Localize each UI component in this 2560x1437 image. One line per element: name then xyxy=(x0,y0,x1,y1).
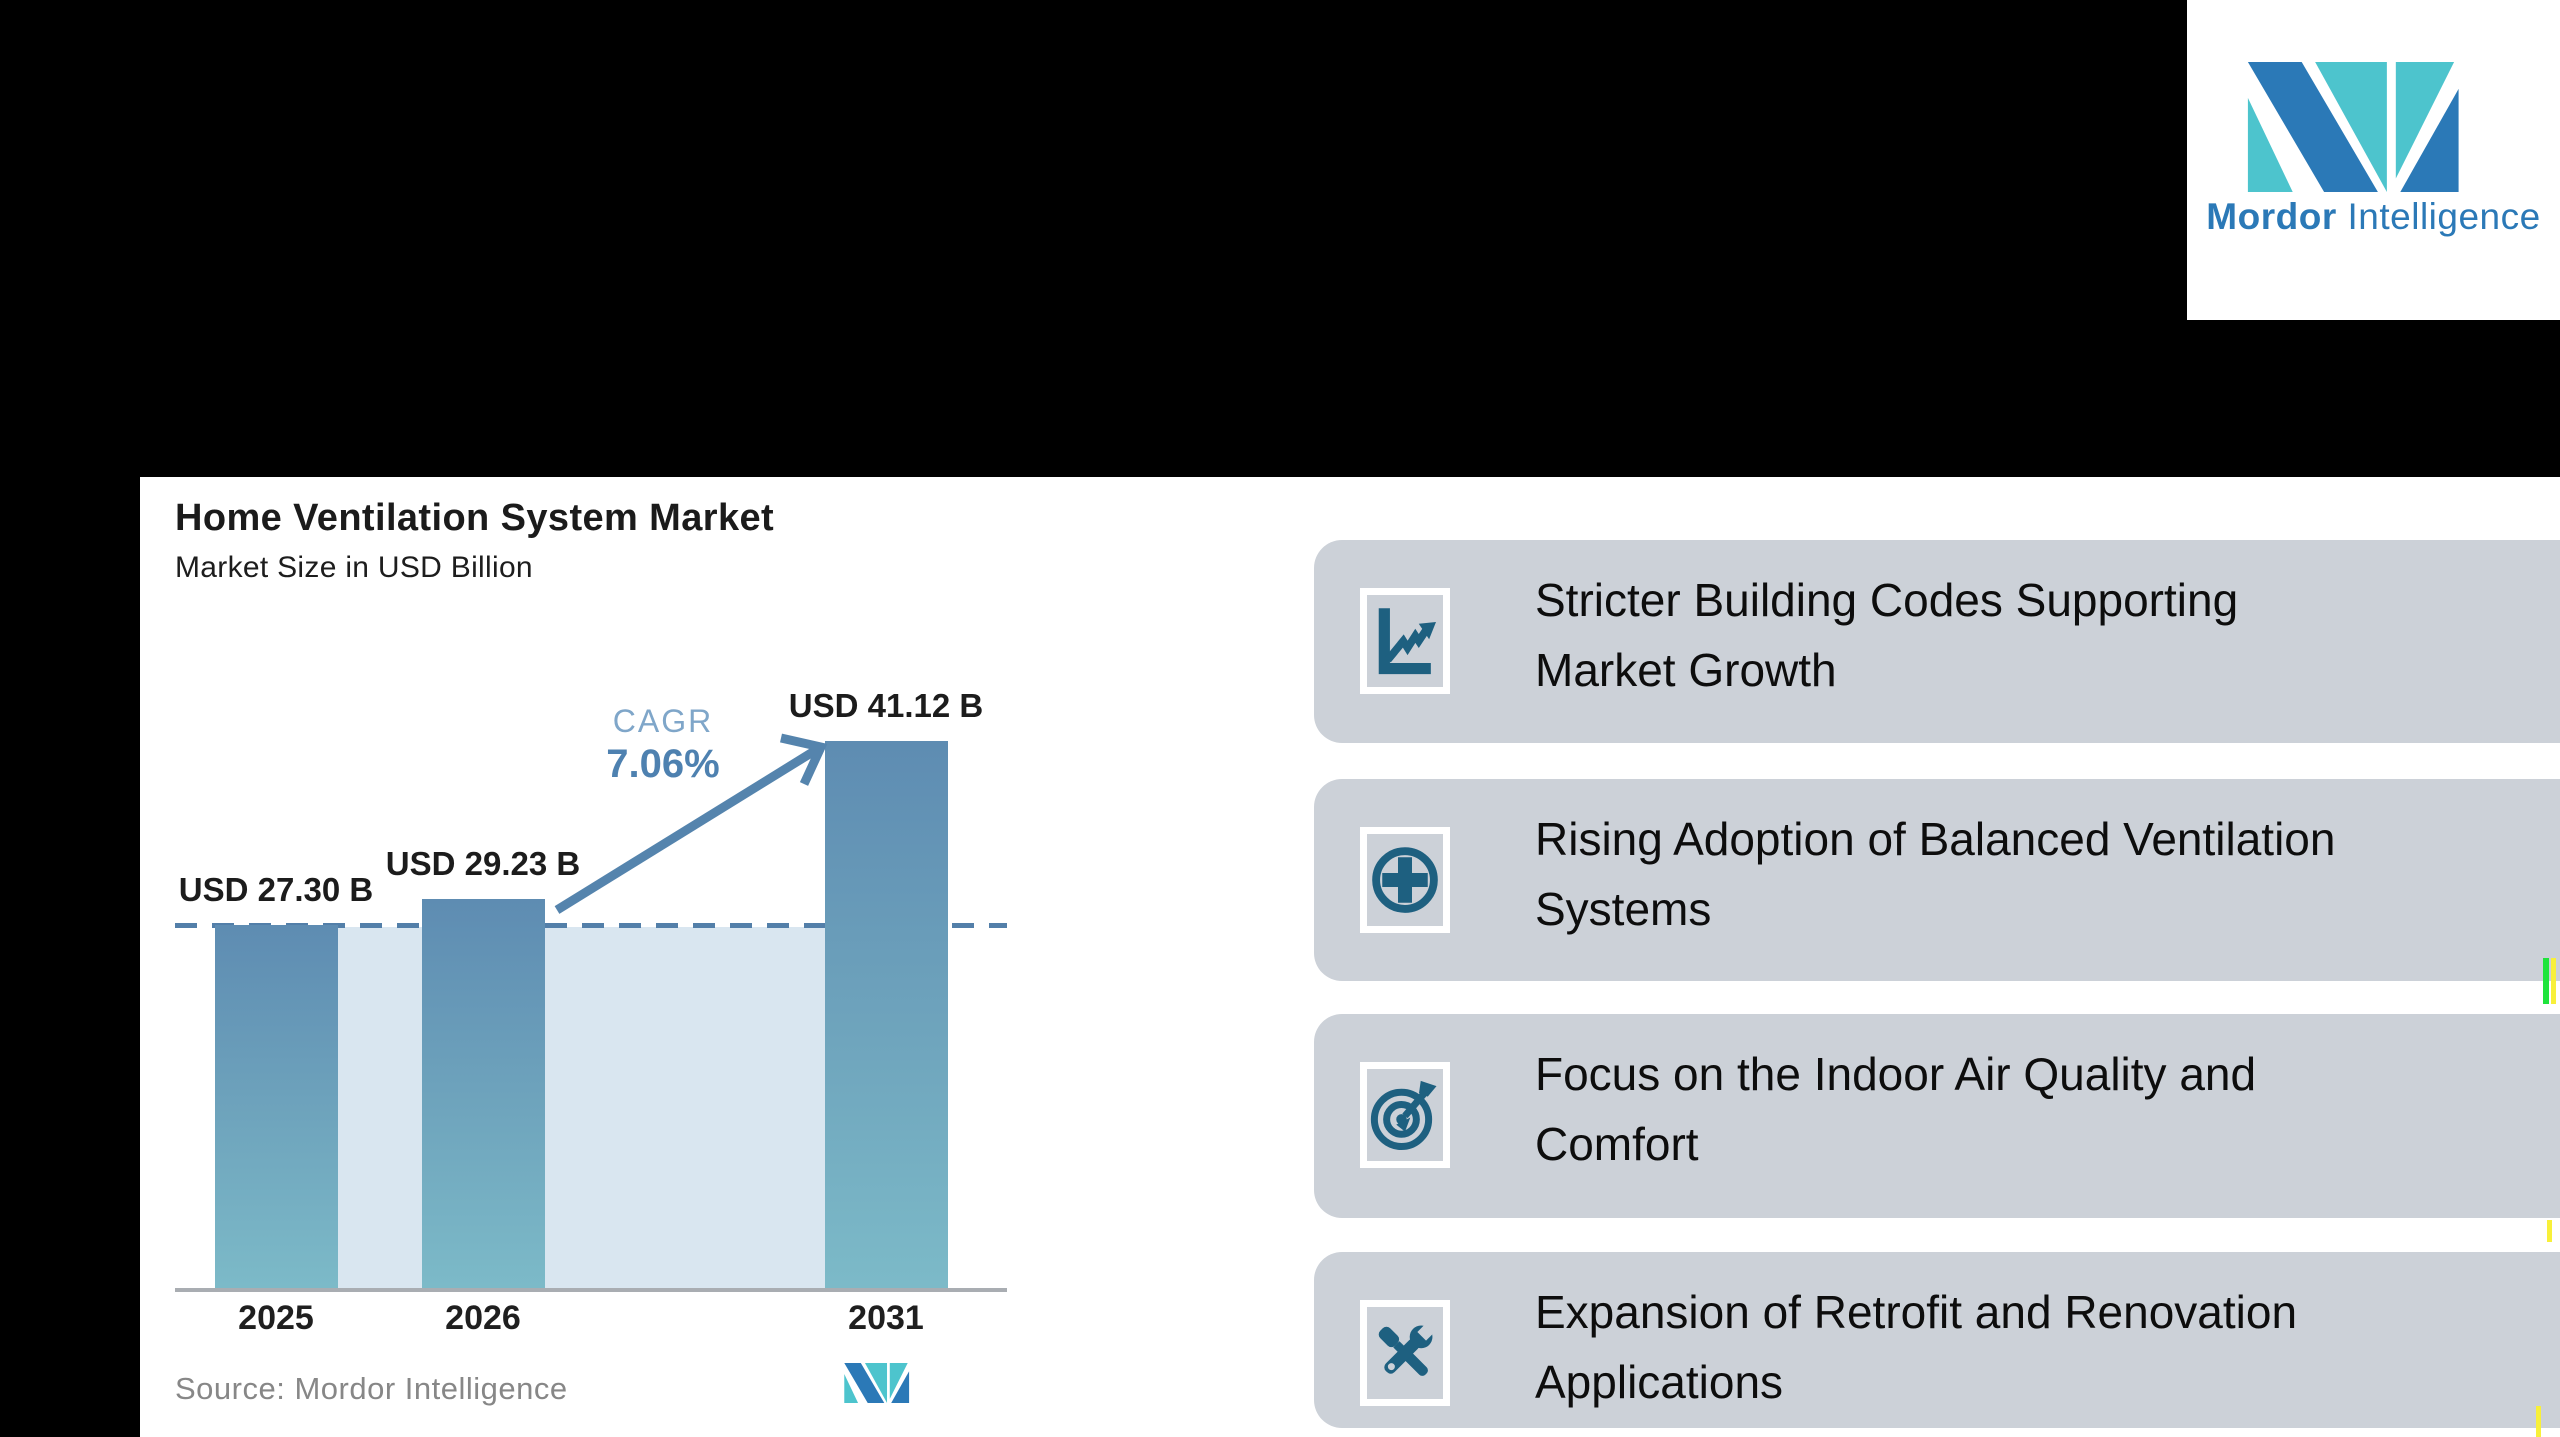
tools-icon xyxy=(1360,1300,1450,1406)
screen-artifact xyxy=(2547,1220,2552,1242)
screen-artifact xyxy=(2536,1406,2541,1437)
x-axis-line xyxy=(175,1288,1007,1292)
cagr-value: 7.06% xyxy=(606,742,720,786)
brand-logo-box: Mordor Intelligence xyxy=(2187,0,2560,320)
source-logo-icon xyxy=(844,1363,910,1403)
driver-card-air-quality: Focus on the Indoor Air Quality and Comf… xyxy=(1314,1014,2560,1218)
driver-card-balanced-ventilation: Rising Adoption of Balanced Ventilation … xyxy=(1314,779,2560,981)
screen-artifact xyxy=(2543,958,2549,1004)
cagr-annotation: CAGR 7.06% xyxy=(606,703,719,787)
target-arrow-icon xyxy=(1360,1062,1450,1168)
bar-chart-plot: USD 27.30 B 2025 USD 29.23 B 2026 USD 41.12 … xyxy=(140,477,1029,1437)
driver-card-text: Expansion of Retrofit and Renovation App… xyxy=(1535,1286,2298,1408)
bar-2025 xyxy=(214,924,338,1288)
cagr-label: CAGR xyxy=(612,703,714,739)
driver-card-text: Stricter Building Codes Supporting Marke… xyxy=(1535,574,2239,696)
axis-tick-label: 2025 xyxy=(238,1299,314,1337)
axis-tick-label: 2031 xyxy=(848,1299,924,1337)
brand-wordmark: Mordor Intelligence xyxy=(2187,196,2560,238)
plus-circle-icon xyxy=(1360,827,1450,933)
chart-title: Home Ventilation System Market xyxy=(175,497,775,539)
screen-artifact xyxy=(2551,958,2556,1004)
source-caption: Source: Mordor Intelligence xyxy=(175,1371,568,1406)
axis-tick-label: 2026 xyxy=(445,1299,521,1337)
brand-word-mordor: Mordor xyxy=(2206,196,2337,237)
black-background-top xyxy=(0,0,2560,477)
driver-card-text: Focus on the Indoor Air Quality and Comf… xyxy=(1535,1048,2257,1170)
driver-card-building-codes: Stricter Building Codes Supporting Marke… xyxy=(1314,540,2560,743)
mordor-intelligence-logo-icon xyxy=(2247,62,2459,192)
black-background-left xyxy=(0,477,140,1437)
bar-value-label: USD 29.23 B xyxy=(385,845,581,883)
brand-word-intelligence: Intelligence xyxy=(2347,196,2541,237)
chart-panel: Home Ventilation System Market Market Si… xyxy=(140,477,1029,1437)
dashed-reference-line xyxy=(175,922,1007,928)
bar-value-label: USD 41.12 B xyxy=(788,687,984,725)
line-chart-icon xyxy=(1360,588,1450,694)
driver-card-retrofit: Expansion of Retrofit and Renovation App… xyxy=(1314,1252,2560,1428)
bar-2031 xyxy=(824,741,948,1288)
growth-arrow-icon xyxy=(554,733,828,914)
bar-2026 xyxy=(421,899,545,1288)
chart-subtitle: Market Size in USD Billion xyxy=(175,551,533,584)
bar-value-label: USD 27.30 B xyxy=(178,870,374,908)
driver-card-text: Rising Adoption of Balanced Ventilation … xyxy=(1535,813,2336,935)
